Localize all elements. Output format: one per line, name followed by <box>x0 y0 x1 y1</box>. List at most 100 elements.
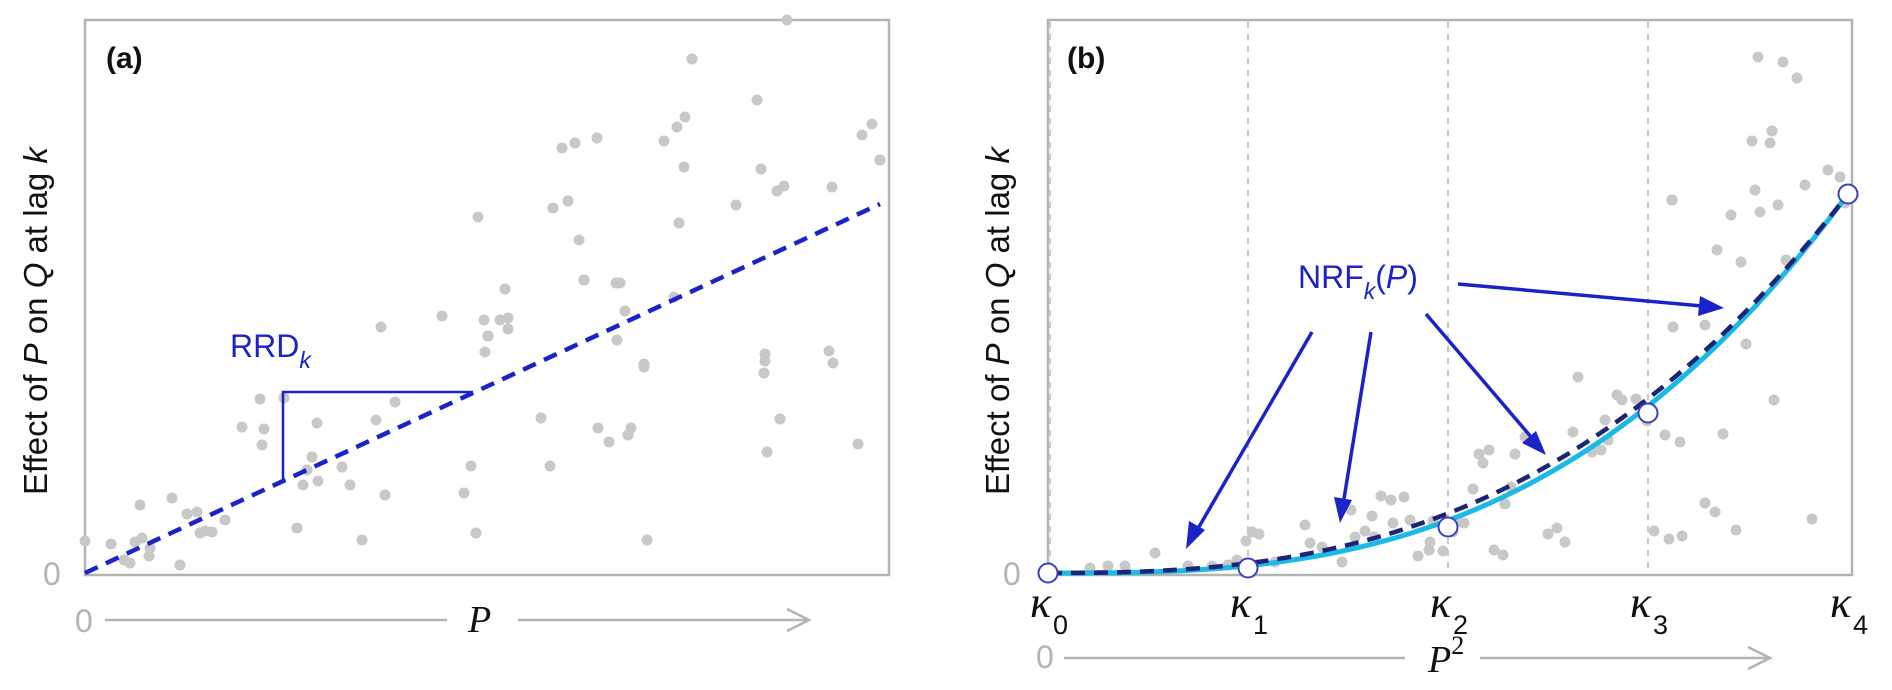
scatter-point <box>1345 504 1357 516</box>
scatter-point <box>478 314 490 326</box>
scatter-point <box>751 94 763 106</box>
knot-marker-0 <box>1037 562 1059 584</box>
scatter-point <box>1648 525 1660 537</box>
scatter-point <box>166 492 178 504</box>
panel-a-x-axis-label: P <box>467 599 491 641</box>
scatter-point <box>311 417 323 429</box>
scatter-point <box>1359 525 1371 537</box>
scatter-point <box>556 142 568 154</box>
scatter-point <box>1349 531 1361 543</box>
scatter-point <box>573 234 585 246</box>
scatter-point <box>761 446 773 458</box>
scatter-point <box>874 154 886 166</box>
scatter-point <box>470 527 482 539</box>
panel-a: (a) Effect of P on Q at lag k 0 0 RRDk P <box>17 14 891 641</box>
scatter-point <box>254 393 266 405</box>
scatter-point <box>1497 549 1509 561</box>
panel-b-x-zero-label: 0 <box>1036 639 1054 675</box>
scatter-point <box>826 181 838 193</box>
nrf-arrowhead-1 <box>1186 521 1205 549</box>
scatter-point <box>1375 490 1387 502</box>
panel-a-y-zero-label: 0 <box>43 556 61 592</box>
svg-text:κ: κ <box>1630 578 1652 627</box>
panel-a-y-axis-label: Effect of P on Q at lag k <box>17 146 54 495</box>
scatter-point <box>258 423 270 435</box>
scatter-point <box>105 538 117 550</box>
scatter-point <box>755 163 767 175</box>
svg-text:2: 2 <box>1453 610 1468 640</box>
scatter-point <box>544 460 556 472</box>
nrf-arrowhead-2 <box>1334 497 1352 523</box>
scatter-point <box>1777 56 1789 68</box>
scatter-point <box>144 542 156 554</box>
scatter-point <box>1304 537 1316 549</box>
panel-b-y-zero-label: 0 <box>1003 556 1021 592</box>
scatter-point <box>458 487 470 499</box>
scatter-point <box>1766 125 1778 137</box>
svg-text:κ: κ <box>1830 578 1852 627</box>
scatter-point <box>591 132 603 144</box>
scatter-point <box>1699 497 1711 509</box>
knot-label-3: κ 3 <box>1630 578 1668 640</box>
scatter-point <box>856 129 868 141</box>
knot-marker-4 <box>1837 183 1859 205</box>
scatter-point <box>1424 536 1436 548</box>
scatter-point <box>547 202 559 214</box>
scatter-point <box>502 312 514 324</box>
scatter-point <box>774 413 786 425</box>
scatter-point <box>312 475 324 487</box>
scatter-point <box>436 310 448 322</box>
scatter-point <box>1630 393 1642 405</box>
nrf-arrowhead-3 <box>1522 431 1546 455</box>
scatter-point <box>134 499 146 511</box>
scatter-point <box>306 451 318 463</box>
scatter-point <box>236 421 248 433</box>
knot-marker-3 <box>1637 402 1659 424</box>
scatter-point <box>759 348 771 360</box>
scatter-point <box>1253 528 1265 540</box>
scatter-point <box>1834 171 1846 183</box>
panel-b-scatter-points <box>1084 51 1851 574</box>
scatter-point <box>1659 429 1671 441</box>
scatter-point <box>1717 428 1729 440</box>
scatter-point <box>1806 513 1818 525</box>
scatter-point <box>1749 184 1761 196</box>
scatter-point <box>1667 321 1679 333</box>
panel-b-frame <box>1046 18 1854 577</box>
panel-a-x-arrowhead <box>786 607 812 633</box>
scatter-point <box>730 199 742 211</box>
scatter-point <box>356 534 368 546</box>
scatter-point <box>758 367 770 379</box>
scatter-point <box>291 522 303 534</box>
scatter-point <box>1572 371 1584 383</box>
nrf-arrowhead-4 <box>1698 296 1724 316</box>
scatter-point <box>297 479 309 491</box>
scatter-point <box>1488 544 1500 556</box>
scatter-point <box>370 414 382 426</box>
knot-marker-2 <box>1437 516 1459 538</box>
scatter-point <box>1398 491 1410 503</box>
scatter-point <box>673 217 685 229</box>
scatter-point <box>1699 319 1711 331</box>
scatter-point <box>678 161 690 173</box>
scatter-point <box>535 412 547 424</box>
scatter-point <box>1483 444 1495 456</box>
nrf-arrow-2 <box>1341 331 1373 506</box>
scatter-point <box>852 438 864 450</box>
scatter-point <box>1599 414 1611 426</box>
scatter-point <box>502 323 514 335</box>
scatter-point <box>827 357 839 369</box>
scatter-point <box>1336 556 1348 568</box>
scatter-point <box>1740 338 1752 350</box>
scatter-point <box>1299 519 1311 531</box>
scatter-point <box>823 345 835 357</box>
panel-b-x-axis-label: P2 <box>1427 631 1464 681</box>
panel-b-tag: (b) <box>1067 42 1105 75</box>
knot-label-2: κ 2 <box>1430 578 1468 640</box>
svg-text:1: 1 <box>1253 610 1268 640</box>
rrd-slope-triangle <box>281 390 473 481</box>
nrf-label: NRFk(P) <box>1298 259 1418 304</box>
svg-text:3: 3 <box>1653 610 1668 640</box>
scatter-point <box>1404 514 1416 526</box>
scatter-point <box>1499 498 1511 510</box>
